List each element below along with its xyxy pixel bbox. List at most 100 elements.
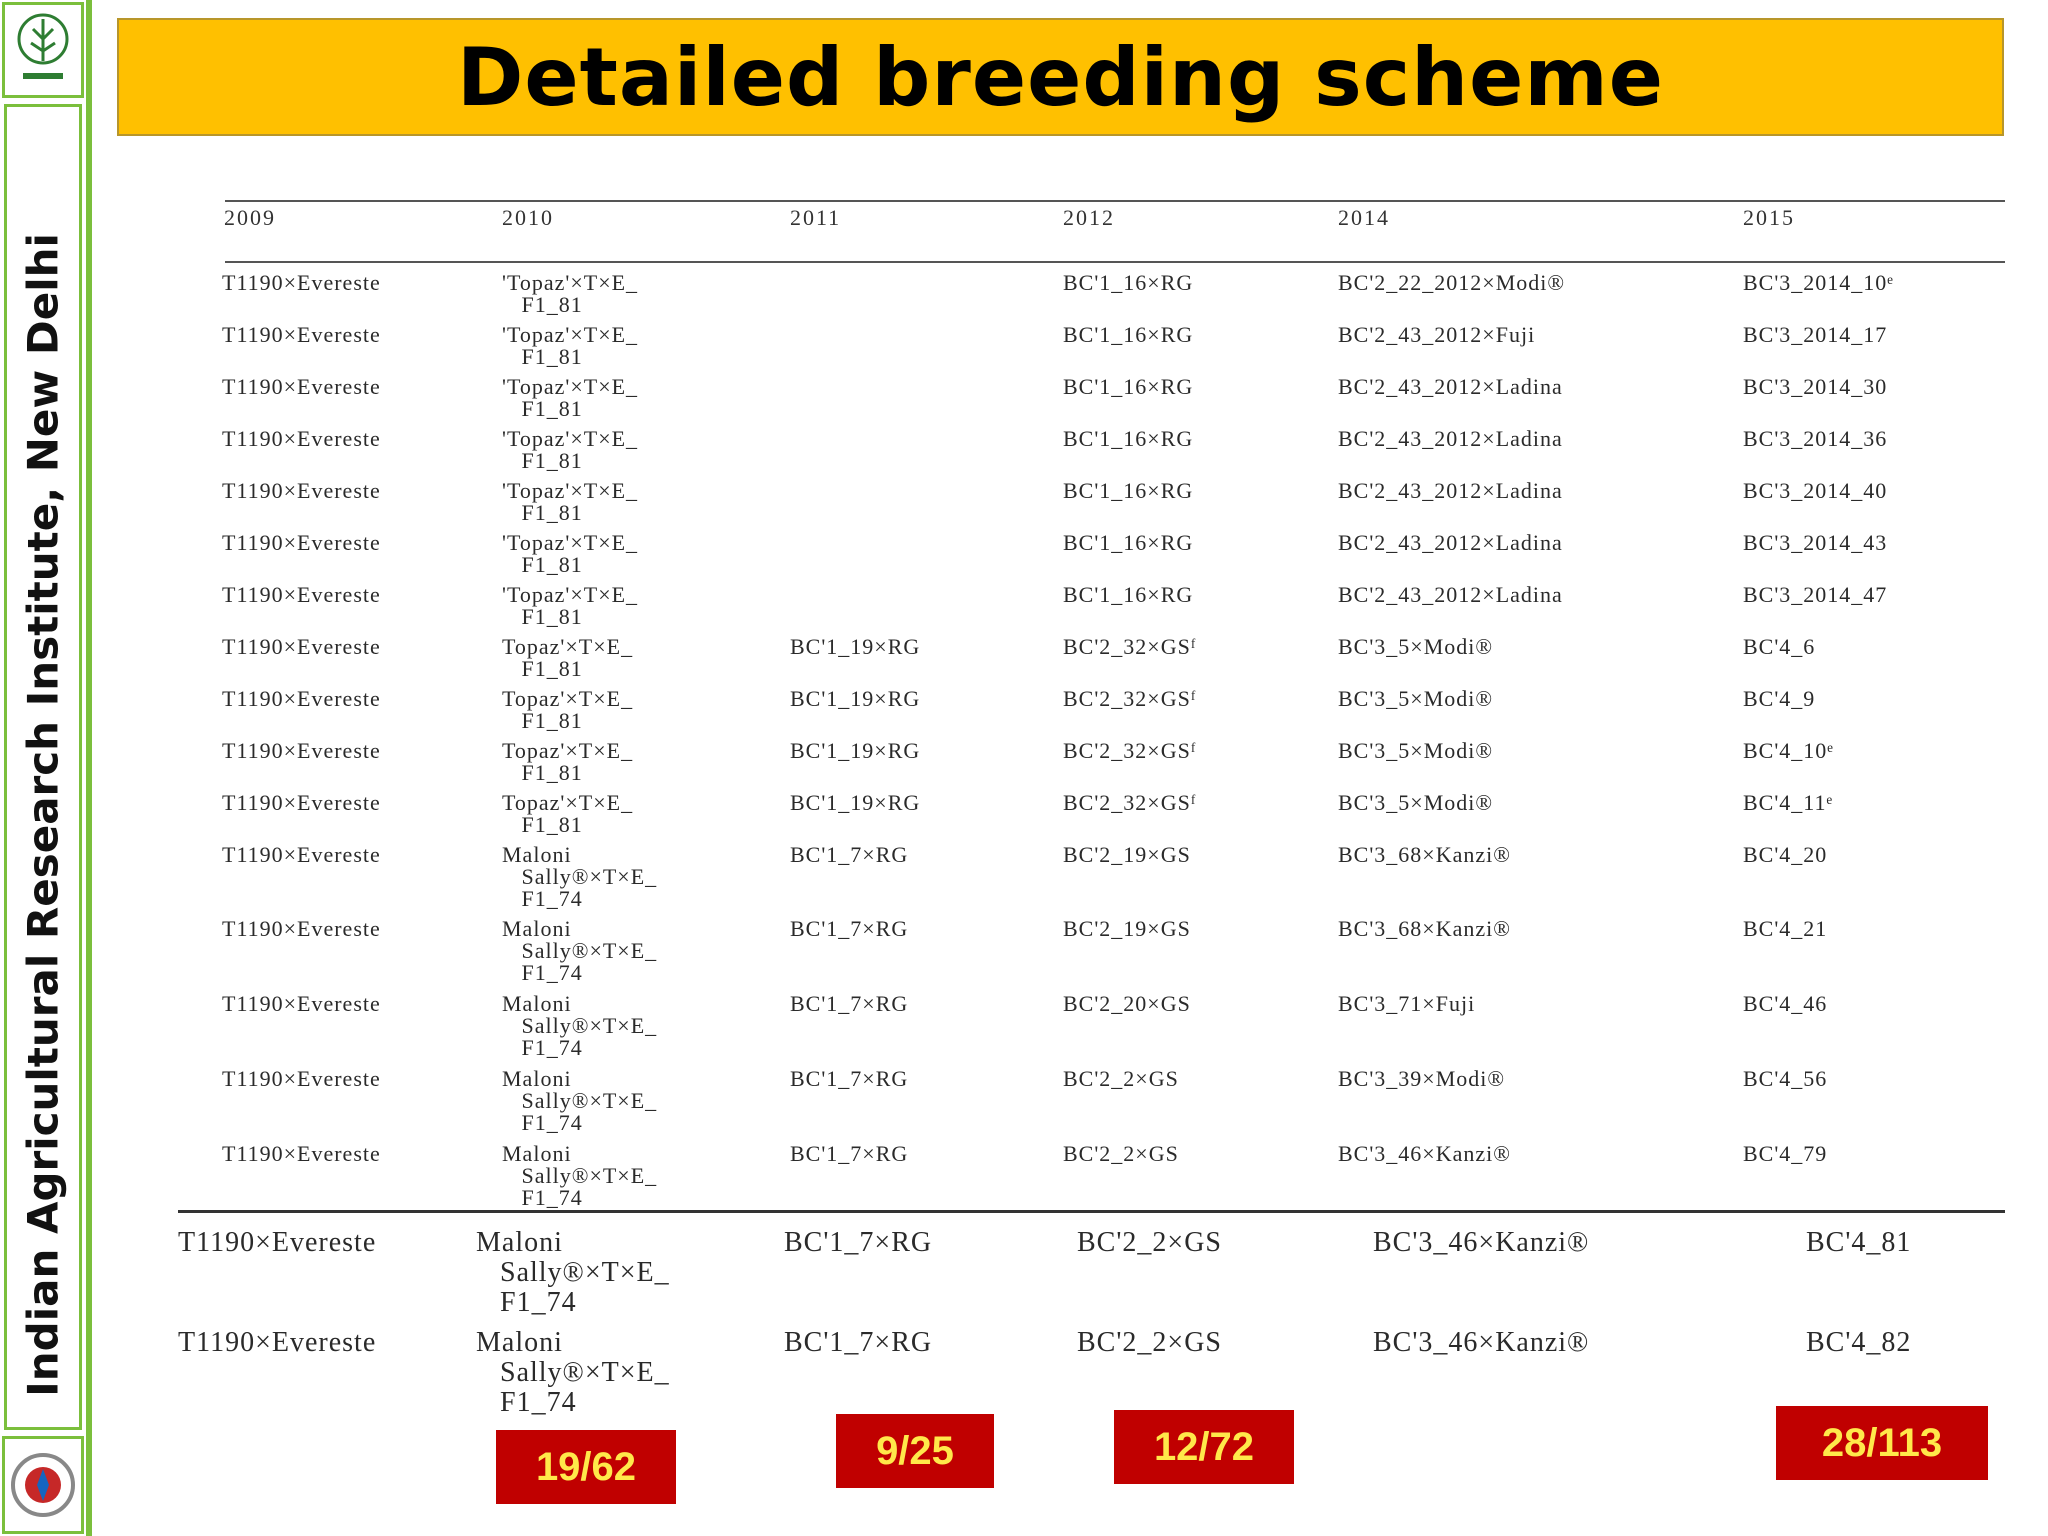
table-cell: BC'3_2014_43 — [1743, 530, 1888, 555]
page-title: Detailed breeding scheme — [457, 30, 1664, 124]
table-cell: Maloni Sally®×T×E_ F1_74 — [476, 1327, 670, 1418]
badge-2015: 28/113 — [1776, 1406, 1988, 1480]
table-bottom-rule — [178, 1210, 2005, 1213]
table-cell: BC'2_32×GSᶠ — [1063, 634, 1197, 659]
table-cell: BC'4_56 — [1743, 1066, 1828, 1091]
table-cell: BC'1_19×RG — [790, 686, 921, 711]
table-cell: T1190×Evereste — [178, 1327, 377, 1358]
badge-2012: 12/72 — [1114, 1410, 1294, 1484]
table-cell: 'Topaz'×T×E_ F1_81 — [502, 426, 639, 473]
table-cell: BC'1_16×RG — [1063, 582, 1194, 607]
table-cell: 'Topaz'×T×E_ F1_81 — [502, 530, 639, 577]
table-cell: BC'3_5×Modi® — [1338, 634, 1494, 659]
table-cell: T1190×Evereste — [222, 738, 381, 763]
table-cell: BC'2_43_2012×Ladina — [1338, 426, 1563, 451]
table-cell: T1190×Evereste — [222, 478, 381, 503]
table-cell: BC'2_19×GS — [1063, 842, 1191, 867]
table-cell: BC'3_2014_36 — [1743, 426, 1888, 451]
column-header: 2012 — [1063, 205, 1115, 230]
table-cell: BC'2_22_2012×Modi® — [1338, 270, 1566, 295]
table-cell: BC'3_5×Modi® — [1338, 738, 1494, 763]
table-cell: BC'4_21 — [1743, 916, 1828, 941]
table-cell: T1190×Evereste — [222, 916, 381, 941]
table-cell: BC'2_2×GS — [1063, 1066, 1179, 1091]
table-cell: Maloni Sally®×T×E_ F1_74 — [502, 1066, 658, 1135]
table-cell: BC'2_2×GS — [1077, 1327, 1222, 1358]
table-cell: BC'4_81 — [1806, 1227, 1912, 1258]
table-cell: BC'1_16×RG — [1063, 374, 1194, 399]
table-cell: Topaz'×T×E_ F1_81 — [502, 634, 634, 681]
table-cell: 'Topaz'×T×E_ F1_81 — [502, 322, 639, 369]
table-cell: Maloni Sally®×T×E_ F1_74 — [502, 842, 658, 911]
institute-name: Indian Agricultural Research Institute, … — [18, 233, 68, 1397]
table-cell: BC'4_10ᵉ — [1743, 738, 1834, 763]
table-cell: T1190×Evereste — [222, 582, 381, 607]
table-cell: BC'4_11ᵉ — [1743, 790, 1834, 815]
table-cell: BC'2_20×GS — [1063, 991, 1191, 1016]
table-cell: BC'1_7×RG — [790, 1066, 909, 1091]
table-cell: BC'3_39×Modi® — [1338, 1066, 1506, 1091]
table-cell: BC'4_82 — [1806, 1327, 1912, 1358]
table-cell: T1190×Evereste — [222, 634, 381, 659]
sidebar-divider — [86, 0, 92, 1536]
table-cell: BC'4_79 — [1743, 1141, 1828, 1166]
table-cell: 'Topaz'×T×E_ F1_81 — [502, 582, 639, 629]
table-cell: BC'1_16×RG — [1063, 478, 1194, 503]
table-cell: Maloni Sally®×T×E_ F1_74 — [502, 991, 658, 1060]
table-cell: BC'2_32×GSᶠ — [1063, 738, 1197, 763]
table-cell: 'Topaz'×T×E_ F1_81 — [502, 478, 639, 525]
table-cell: BC'1_16×RG — [1063, 270, 1194, 295]
table-cell: BC'3_2014_40 — [1743, 478, 1888, 503]
table-cell: BC'3_2014_17 — [1743, 322, 1888, 347]
table-cell: T1190×Evereste — [222, 374, 381, 399]
table-cell: BC'2_2×GS — [1063, 1141, 1179, 1166]
table-cell: T1190×Evereste — [222, 790, 381, 815]
table-cell: BC'2_43_2012×Ladina — [1338, 374, 1563, 399]
table-cell: 'Topaz'×T×E_ F1_81 — [502, 374, 639, 421]
table-cell: T1190×Evereste — [222, 991, 381, 1016]
table-cell: T1190×Evereste — [222, 426, 381, 451]
table-cell: Topaz'×T×E_ F1_81 — [502, 790, 634, 837]
table-cell: BC'3_68×Kanzi® — [1338, 916, 1511, 941]
table-cell: BC'1_7×RG — [790, 1141, 909, 1166]
table-cell: T1190×Evereste — [222, 1141, 381, 1166]
emblem-logo-icon — [2, 1436, 84, 1534]
table-cell: BC'1_19×RG — [790, 790, 921, 815]
table-cell: T1190×Evereste — [222, 322, 381, 347]
table-cell: BC'1_7×RG — [790, 916, 909, 941]
table-cell: BC'3_46×Kanzi® — [1373, 1327, 1590, 1358]
table-cell: T1190×Evereste — [222, 842, 381, 867]
column-header: 2010 — [502, 205, 554, 230]
table-cell: BC'1_7×RG — [790, 842, 909, 867]
table-cell: BC'1_19×RG — [790, 738, 921, 763]
column-header: 2009 — [224, 205, 276, 230]
table-cell: BC'1_16×RG — [1063, 322, 1194, 347]
column-header: 2014 — [1338, 205, 1390, 230]
table-cell: BC'3_68×Kanzi® — [1338, 842, 1511, 867]
table-cell: BC'3_71×Fuji — [1338, 991, 1476, 1016]
table-cell: BC'4_20 — [1743, 842, 1828, 867]
table-top-rule — [225, 200, 2005, 202]
table-cell: BC'4_6 — [1743, 634, 1816, 659]
table-cell: T1190×Evereste — [222, 686, 381, 711]
badge-2011: 9/25 — [836, 1414, 994, 1488]
iari-logo-icon — [2, 2, 84, 98]
table-cell: BC'1_7×RG — [790, 991, 909, 1016]
column-header: 2011 — [790, 205, 842, 230]
table-cell: BC'3_2014_10ᵉ — [1743, 270, 1894, 295]
table-cell: BC'2_32×GSᶠ — [1063, 686, 1197, 711]
table-cell: T1190×Evereste — [222, 270, 381, 295]
table-cell: BC'4_9 — [1743, 686, 1816, 711]
table-cell: T1190×Evereste — [178, 1227, 377, 1258]
sidebar: Indian Agricultural Research Institute, … — [0, 0, 92, 1536]
table-cell: BC'4_46 — [1743, 991, 1828, 1016]
table-header-rule — [225, 261, 2005, 263]
table-cell: BC'3_5×Modi® — [1338, 686, 1494, 711]
table-cell: BC'3_46×Kanzi® — [1373, 1227, 1590, 1258]
table-cell: Topaz'×T×E_ F1_81 — [502, 738, 634, 785]
table-cell: BC'3_46×Kanzi® — [1338, 1141, 1511, 1166]
sidebar-text-panel — [4, 104, 82, 1430]
table-cell: BC'2_43_2012×Ladina — [1338, 530, 1563, 555]
table-cell: BC'3_2014_47 — [1743, 582, 1888, 607]
table-cell: BC'1_19×RG — [790, 634, 921, 659]
